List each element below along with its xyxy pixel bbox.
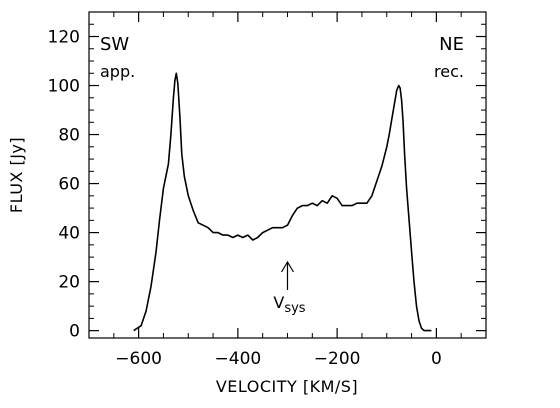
- ne-label: NE: [439, 34, 464, 55]
- vsys-main: V: [273, 293, 284, 312]
- ne-sub-label: rec.: [434, 62, 464, 81]
- y-tick-label: 40: [58, 224, 80, 244]
- x-axis-title: VELOCITY [KM/S]: [216, 377, 358, 396]
- vsys-marker: Vsys: [273, 260, 306, 316]
- y-tick-label: 120: [48, 28, 80, 48]
- y-tick-label: 0: [69, 322, 80, 342]
- y-axis-title: FLUX [Jy]: [7, 137, 26, 213]
- flux-spectrum-line: [133, 72, 432, 332]
- vsys-arrow-head: [280, 260, 295, 273]
- axis-ticks: [88, 12, 487, 338]
- vsys-label: Vsys: [273, 293, 305, 316]
- sw-sub-label: app.: [100, 62, 135, 81]
- x-tick-label: −200: [314, 349, 361, 369]
- axis-tick-labels: −600 −400 −200 0 0 20 40 60 80 100 120: [48, 28, 442, 369]
- x-tick-label: −600: [115, 349, 162, 369]
- y-tick-label: 60: [58, 175, 80, 195]
- sw-label: SW: [100, 34, 129, 55]
- y-tick-label: 20: [58, 273, 80, 293]
- x-tick-label: −400: [215, 349, 262, 369]
- vsys-subscript: sys: [284, 301, 305, 316]
- y-tick-label: 100: [48, 77, 80, 97]
- x-tick-label: 0: [431, 349, 442, 369]
- y-tick-label: 80: [58, 126, 80, 146]
